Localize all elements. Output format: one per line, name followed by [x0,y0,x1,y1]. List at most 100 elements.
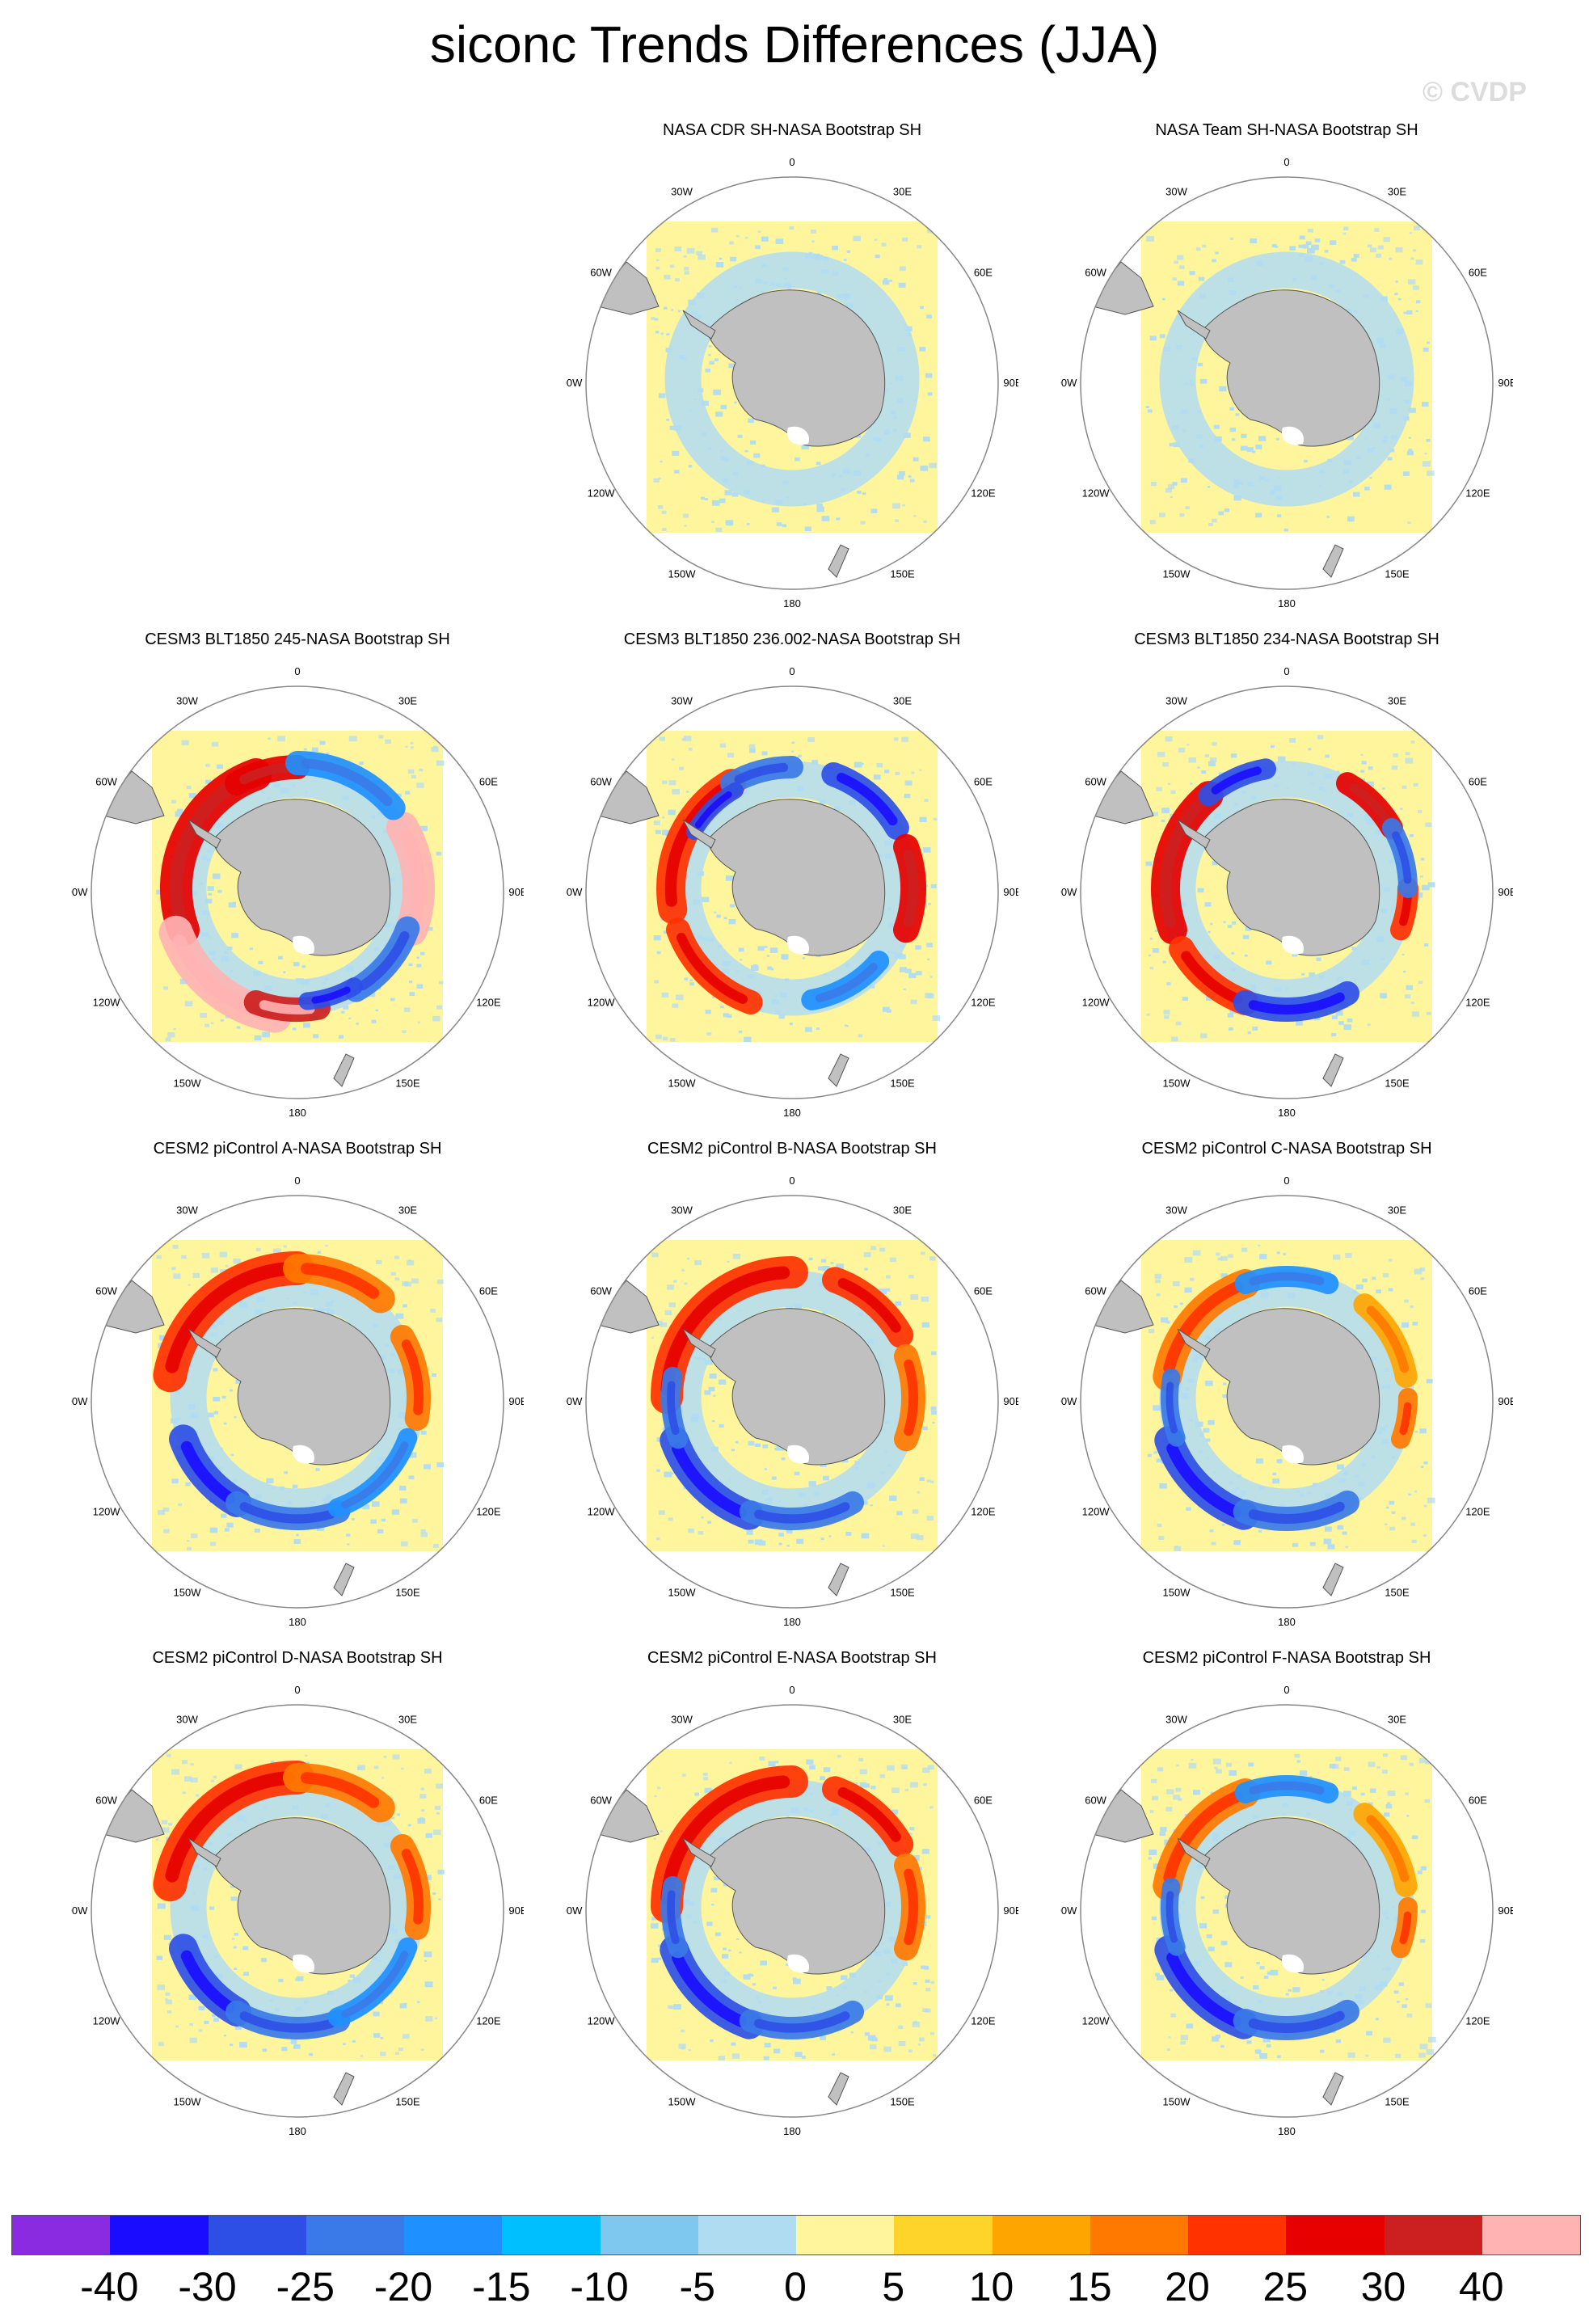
colorbar-tick-label: -30 [178,2264,237,2309]
new-zealand-landmass [828,1053,849,1087]
panel-title: CESM3 BLT1850 236.002-NASA Bootstrap SH [623,631,961,648]
longitude-label: 0 [1283,1684,1289,1696]
polar-stereographic-map: 0 30E 60E 90E 120E 150E 180 150W 120W 90W 60W 30W [1060,665,1513,1119]
longitude-label: 150W [668,2095,697,2107]
longitude-label: 120W [93,997,121,1009]
longitude-label: 60W [95,776,117,788]
trend-anomaly-core [694,791,732,829]
trend-anomaly-core [1166,1442,1242,1518]
longitude-label: 30E [398,695,417,707]
trend-anomaly-core [904,1868,918,1946]
colorbar-tick-label: 15 [1066,2264,1112,2309]
longitude-label: 90W [566,886,583,898]
longitude-label: 0 [1283,665,1289,677]
trend-anomaly-core [1350,783,1392,825]
longitude-label: 0 [789,1684,794,1696]
map-panel: CESM2 piControl A-NASA Bootstrap SH 0 30E 6… [71,1140,524,1641]
trend-anomaly-core [1165,1381,1178,1434]
longitude-label: 150W [668,1077,697,1089]
map-panel: NASA Team SH-NASA Bootstrap SH 0 30E 60E 90E… [1060,121,1513,622]
longitude-label: 150E [1385,567,1410,580]
trend-anomaly-core [1163,1280,1244,1374]
longitude-label: 90W [566,1904,583,1917]
longitude-label: 60E [974,776,993,788]
longitude-label: 30E [893,695,912,707]
longitude-label: 0 [294,1175,300,1187]
new-zealand-landmass [1322,544,1344,578]
trend-anomaly-core [815,963,878,1002]
longitude-label: 180 [1278,597,1296,609]
colorbar-swatch [110,2216,209,2254]
trend-anomaly-core [341,1441,409,1509]
longitude-label: 30W [1165,1714,1187,1726]
longitude-label: 30W [671,1714,693,1726]
colorbar-swatch [208,2216,306,2254]
polar-stereographic-map: 0 30E 60E 90E 120E 150E 180 150W 120W 90W 60W 30W [71,1175,524,1628]
longitude-label: 0 [789,665,794,677]
longitude-label: 90E [1003,1904,1018,1917]
longitude-label: 120W [1082,997,1111,1009]
longitude-label: 120W [93,1506,121,1518]
antarctic-peninsula [1177,310,1211,340]
longitude-label: 60E [974,1285,993,1297]
trend-anomaly-core [180,1440,236,1504]
trend-anomaly-core [1399,1911,1412,1945]
trend-anomaly-core [667,1381,680,1436]
longitude-label: 30E [1388,1204,1406,1217]
longitude-label: 120E [971,487,996,500]
map-boundary-circle [91,685,504,1099]
longitude-label: 150E [890,567,915,580]
longitude-label: 120W [93,2015,121,2027]
longitude-label: 30W [176,1714,198,1726]
longitude-label: 180 [783,2125,801,2137]
ross-ice-shelf [293,935,314,955]
polar-stereographic-map: 0 30E 60E 90E 120E 150E 180 150W 120W 90W 60W 30W [566,1175,1018,1628]
panel-title: NASA CDR SH-NASA Bootstrap SH [662,121,922,139]
trend-anomaly-core [301,758,393,807]
colorbar-labels: -40 -30 -25 -20 -15 -10 -5 0 5 10 15 20 25 30 40 [0,2263,1589,2312]
map-boundary-circle [585,1195,999,1609]
longitude-label: 120W [588,2015,616,2027]
new-zealand-landmass [1322,1563,1344,1596]
map-panel: CESM2 piControl C-NASA Bootstrap SH 0 30E 6… [1060,1140,1513,1641]
longitude-label: 150W [1163,2095,1191,2107]
colorbar-swatch [12,2216,111,2254]
trend-anomaly-core [165,1262,296,1373]
trend-anomaly-core [1181,951,1243,1005]
trend-anomaly-core [1165,1891,1178,1943]
trend-anomaly-core [301,1263,380,1299]
panel-title: CESM3 BLT1850 234-NASA Bootstrap SH [1134,631,1439,648]
trend-anomaly-core [660,1266,790,1396]
antarctic-peninsula [682,1837,716,1867]
longitude-label: 90E [1498,886,1513,898]
longitude-label: 90W [566,1395,583,1407]
figure-title: siconc Trends Differences (JJA) [429,15,1160,74]
colorbar-tick-label: 25 [1262,2264,1309,2309]
map-boundary-circle [91,1704,504,2118]
map-panel: CESM3 BLT1850 245-NASA Bootstrap SH 0 30E 6… [71,631,524,1132]
longitude-label: 120E [1465,487,1490,500]
trend-anomaly-core [401,1849,424,1925]
longitude-label: 30W [1165,695,1187,707]
longitude-label: 90E [1498,1904,1513,1917]
trend-anomaly-core [1248,2010,1345,2033]
longitude-label: 0 [789,156,794,168]
panel-title: CESM3 BLT1850 245-NASA Bootstrap SH [145,631,450,648]
longitude-label: 180 [289,1616,306,1628]
longitude-label: 30E [1388,695,1406,707]
colorbar-swatch [796,2216,895,2254]
longitude-label: 60E [1469,1285,1487,1297]
longitude-label: 120W [1082,2015,1111,2027]
longitude-label: 150E [890,2095,915,2107]
longitude-label: 150E [1385,2095,1410,2107]
longitude-label: 150E [395,2095,420,2107]
ross-ice-shelf [1282,1445,1304,1464]
longitude-label: 120E [971,997,996,1009]
new-zealand-landmass [1322,2072,1344,2106]
colorbar-tick-label: -15 [472,2264,531,2309]
colorbar-swatch [1188,2216,1287,2254]
longitude-label: 60W [1085,1285,1106,1297]
polar-stereographic-map: 0 30E 60E 90E 120E 150E 180 150W 120W 90W 60W 30W [71,665,524,1119]
sea-ice-ring [1159,251,1414,507]
new-zealand-landmass [828,544,849,578]
